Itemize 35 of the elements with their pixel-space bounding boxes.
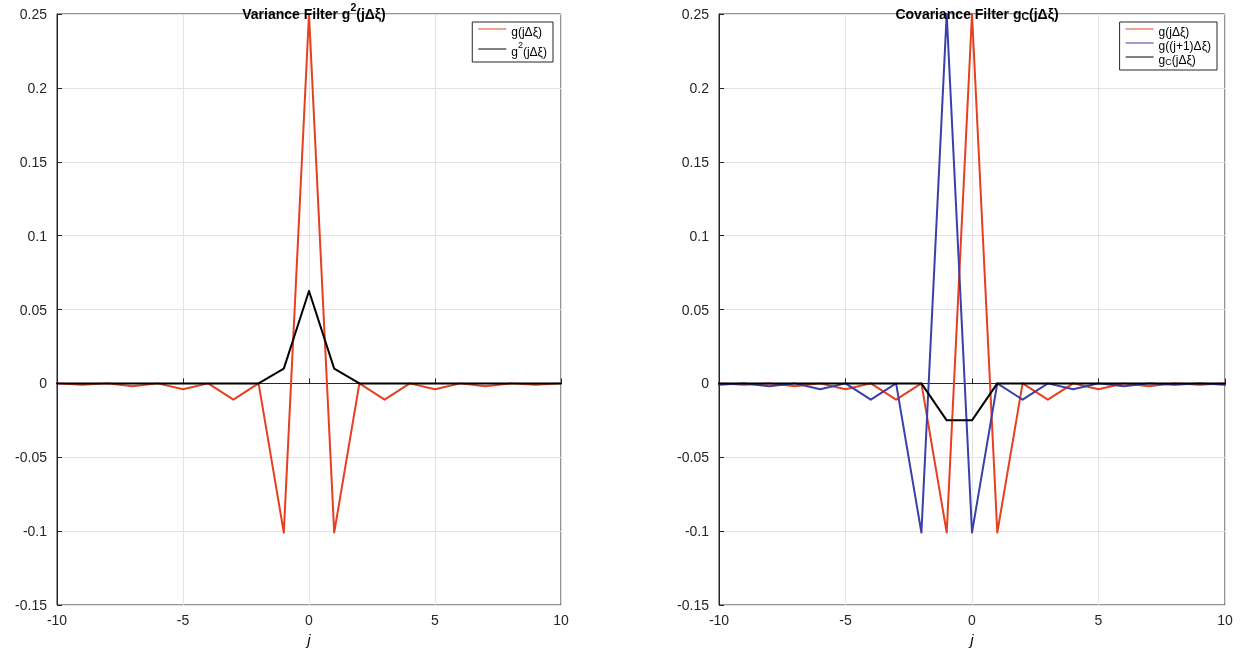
legend-label: g(jΔξ) — [511, 25, 543, 39]
y-tick-label: 0.2 — [27, 79, 48, 96]
x-tick-label: -10 — [46, 612, 68, 628]
x-tick-label: -5 — [839, 612, 852, 628]
x-tick-label: -5 — [176, 612, 190, 628]
y-tick-label: -0.05 — [15, 449, 48, 466]
y-tick-label: 0.15 — [681, 153, 710, 170]
x-axis-title: j — [968, 630, 975, 648]
y-tick-label: 0 — [701, 375, 710, 392]
y-tick-label: -0.15 — [15, 597, 48, 613]
y-tick-label: 0.2 — [689, 79, 710, 96]
y-tick-label: -0.1 — [22, 523, 48, 540]
y-tick-label: -0.15 — [677, 597, 710, 613]
x-tick-label: 5 — [431, 612, 440, 628]
y-tick-label: 0.25 — [681, 6, 710, 22]
y-tick-label: 0.1 — [689, 227, 710, 244]
y-tick-label: 0.15 — [19, 153, 48, 170]
x-tick-label: 10 — [1217, 612, 1233, 628]
legend-label: g(jΔξ) — [1158, 25, 1190, 39]
y-tick-label: 0.05 — [19, 301, 48, 318]
y-tick-label: -0.05 — [677, 449, 710, 466]
y-tick-label: 0.1 — [27, 227, 48, 244]
legend-label: gC(jΔξ) — [1158, 53, 1196, 67]
x-tick-label: -10 — [708, 612, 730, 628]
x-tick-label: 10 — [553, 612, 569, 628]
y-tick-label: 0.05 — [681, 301, 710, 318]
chart-title: Covariance Filter gC(jΔξ) — [895, 6, 1059, 22]
y-tick-label: -0.1 — [684, 523, 710, 540]
y-tick-label: 0.25 — [19, 6, 48, 22]
x-tick-label: 0 — [968, 612, 977, 628]
legend-label: g((j+1)Δξ) — [1158, 39, 1212, 53]
x-tick-label: 0 — [305, 612, 314, 628]
x-axis-title: j — [305, 630, 312, 648]
y-tick-label: 0 — [39, 375, 48, 392]
x-tick-label: 5 — [1094, 612, 1103, 628]
